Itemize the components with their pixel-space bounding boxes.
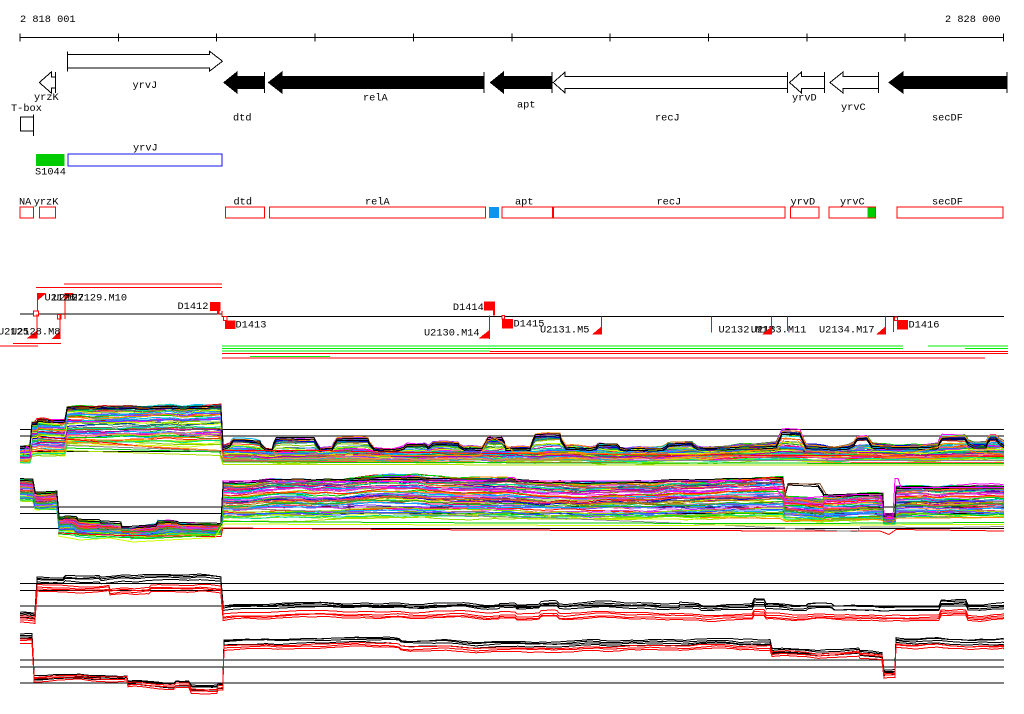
svg-text:U2134.M17: U2134.M17 [819, 325, 875, 337]
svg-text:D1413: D1413 [236, 320, 267, 332]
svg-text:apt: apt [517, 100, 536, 112]
svg-text:recJ: recJ [655, 113, 680, 125]
svg-text:NA: NA [19, 197, 32, 209]
svg-text:T-box: T-box [11, 103, 42, 115]
svg-text:2 818 001: 2 818 001 [20, 14, 76, 26]
svg-text:U2125: U2125 [0, 327, 29, 339]
svg-text:U2133.M11: U2133.M11 [751, 325, 807, 337]
svg-text:secDF: secDF [932, 197, 963, 209]
svg-text:yrvC: yrvC [840, 197, 865, 209]
svg-text:U2131.M5: U2131.M5 [540, 325, 589, 337]
svg-text:U2130.M14: U2130.M14 [424, 328, 480, 340]
svg-text:yrvD: yrvD [791, 197, 816, 209]
svg-text:D1414: D1414 [453, 302, 484, 314]
svg-text:recJ: recJ [657, 197, 682, 209]
svg-text:D1416: D1416 [909, 320, 940, 332]
svg-text:yrvJ: yrvJ [133, 80, 158, 92]
svg-text:dtd: dtd [233, 113, 252, 125]
svg-text:apt: apt [515, 197, 534, 209]
svg-text:yrzK: yrzK [34, 197, 60, 209]
svg-text:dtd: dtd [234, 197, 253, 209]
svg-text:U2126: U2126 [45, 293, 76, 305]
svg-text:relA: relA [363, 93, 389, 105]
svg-text:U2129.M10: U2129.M10 [71, 293, 127, 305]
svg-text:D1415: D1415 [514, 319, 545, 331]
svg-text:U2127: U2127 [53, 293, 84, 305]
svg-text:yrvD: yrvD [792, 93, 817, 105]
svg-text:D1412: D1412 [178, 301, 209, 313]
svg-text:2 828 000: 2 828 000 [945, 14, 1001, 26]
svg-text:yrvJ: yrvJ [133, 143, 158, 155]
svg-text:yrzK: yrzK [34, 92, 60, 104]
svg-text:yrvC: yrvC [841, 102, 866, 114]
svg-text:U2132.M12: U2132.M12 [719, 325, 775, 337]
svg-text:S1044: S1044 [35, 167, 66, 179]
svg-text:secDF: secDF [932, 113, 963, 125]
svg-text:U2128.M8: U2128.M8 [11, 327, 60, 339]
svg-text:relA: relA [365, 197, 391, 209]
